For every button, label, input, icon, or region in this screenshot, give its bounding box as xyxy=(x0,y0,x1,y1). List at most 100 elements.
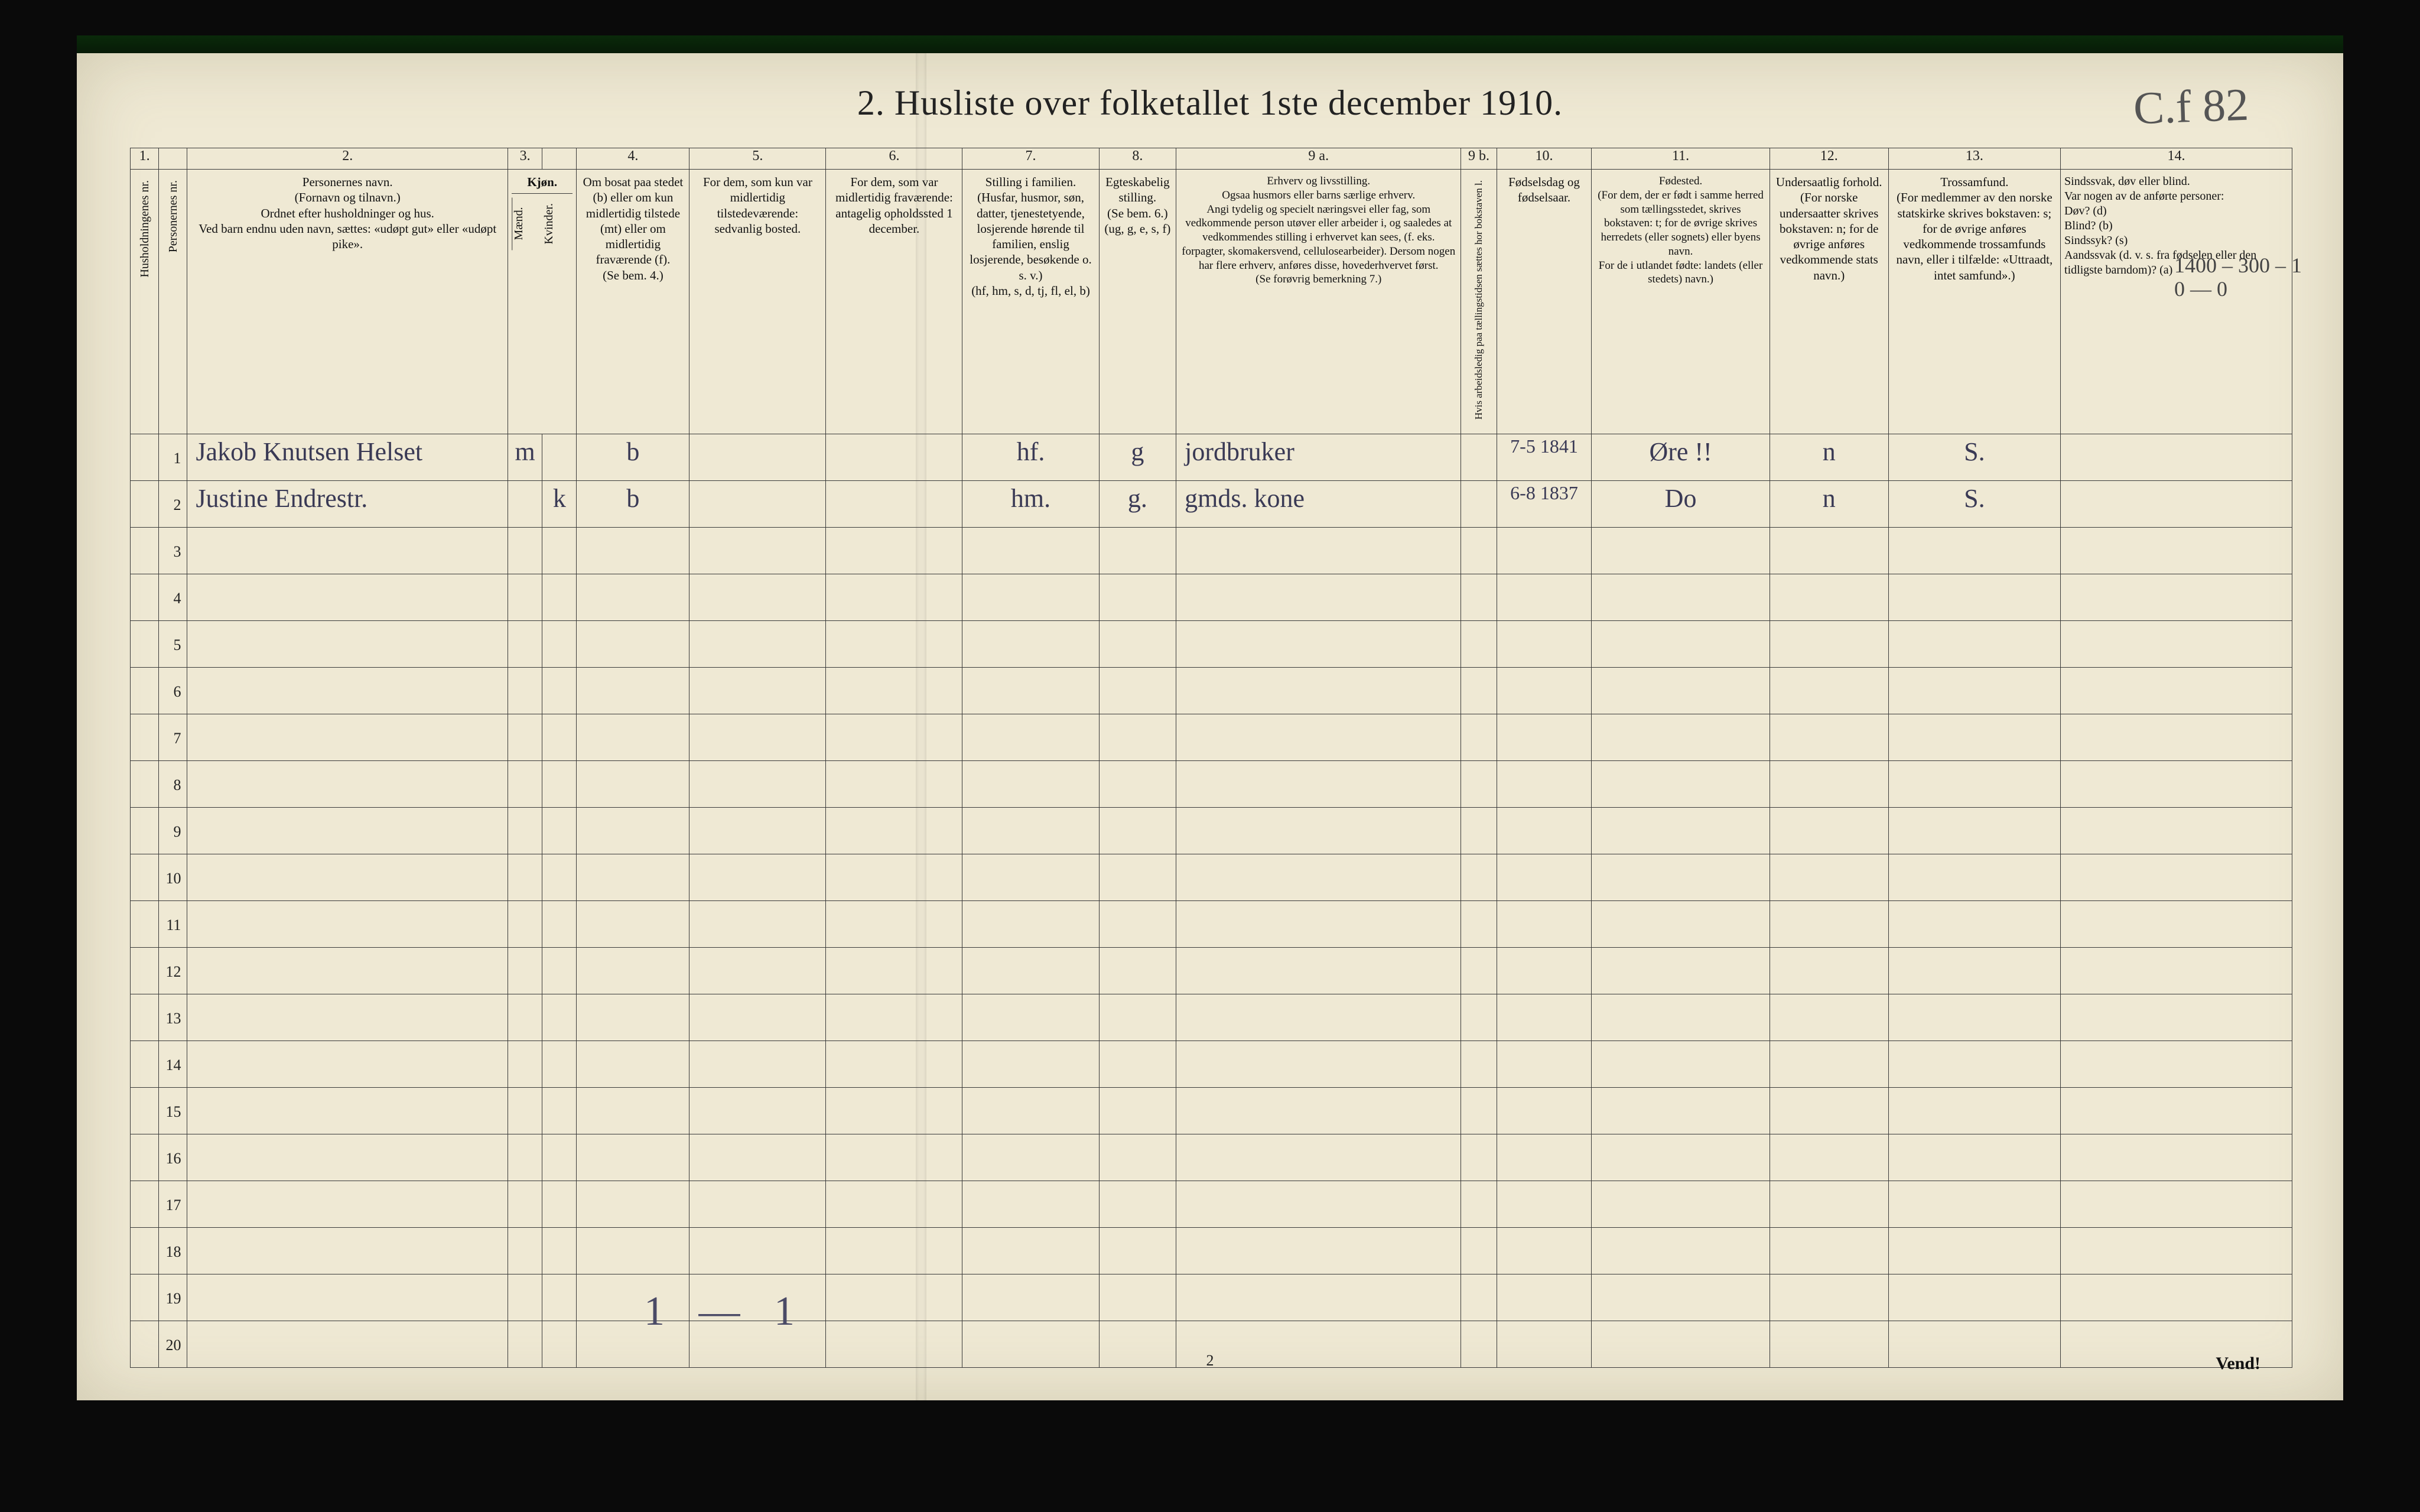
column-number xyxy=(542,148,577,170)
cell-c9a: gmds. kone xyxy=(1176,481,1461,528)
empty-cell xyxy=(1592,1228,1770,1274)
column-number: 8. xyxy=(1099,148,1176,170)
empty-cell xyxy=(962,528,1099,574)
row-number: 7 xyxy=(159,714,187,761)
cell-c14 xyxy=(2061,434,2292,481)
empty-cell xyxy=(1461,761,1497,808)
household-no xyxy=(131,714,159,761)
empty-cell xyxy=(577,528,689,574)
hdr-religion: Trossamfund. (For medlemmer av den norsk… xyxy=(1888,170,2060,434)
hdr-residence: Om bosat paa stedet (b) eller om kun mid… xyxy=(577,170,689,434)
empty-cell xyxy=(542,1274,577,1321)
empty-cell xyxy=(1888,1181,2060,1228)
empty-cell xyxy=(826,1274,962,1321)
cell-c9a: jordbruker xyxy=(1176,434,1461,481)
empty-cell xyxy=(962,994,1099,1041)
hdr-disability: Sindssvak, døv eller blind. Var nogen av… xyxy=(2061,170,2292,434)
empty-cell xyxy=(1461,1088,1497,1134)
empty-cell xyxy=(1176,854,1461,901)
empty-cell xyxy=(1461,994,1497,1041)
empty-cell xyxy=(1770,994,1888,1041)
household-no xyxy=(131,621,159,668)
empty-cell xyxy=(962,1134,1099,1181)
empty-cell xyxy=(1497,1274,1592,1321)
empty-cell xyxy=(1592,714,1770,761)
empty-cell xyxy=(2061,1181,2292,1228)
empty-cell xyxy=(1770,714,1888,761)
empty-cell xyxy=(1099,854,1176,901)
empty-cell xyxy=(1176,1134,1461,1181)
column-number: 4. xyxy=(577,148,689,170)
row-number: 5 xyxy=(159,621,187,668)
empty-cell xyxy=(689,574,826,621)
empty-cell xyxy=(1099,714,1176,761)
empty-cell xyxy=(508,1274,542,1321)
empty-cell xyxy=(1888,994,2060,1041)
empty-cell xyxy=(2061,1228,2292,1274)
empty-cell xyxy=(1461,901,1497,948)
hdr-male: Mænd. xyxy=(512,197,542,250)
empty-cell xyxy=(1770,1041,1888,1088)
table-row: 4 xyxy=(131,574,2292,621)
empty-cell xyxy=(1592,948,1770,994)
empty-cell xyxy=(2061,668,2292,714)
empty-cell xyxy=(689,948,826,994)
empty-cell xyxy=(1770,1228,1888,1274)
empty-cell xyxy=(689,1041,826,1088)
empty-cell xyxy=(577,901,689,948)
empty-cell xyxy=(1888,808,2060,854)
turn-page-label: Vend! xyxy=(2216,1354,2260,1374)
row-number: 2 xyxy=(159,481,187,528)
empty-cell xyxy=(1176,808,1461,854)
empty-cell xyxy=(2061,948,2292,994)
cell-sex_k: k xyxy=(542,481,577,528)
hdr-name: Personernes navn. (Fornavn og tilnavn.) … xyxy=(187,170,508,434)
empty-cell xyxy=(1888,1088,2060,1134)
census-table-wrap: 1.2.3.4.5.6.7.8.9 a.9 b.10.11.12.13.14. … xyxy=(130,148,2292,1368)
empty-cell xyxy=(1770,528,1888,574)
empty-cell xyxy=(689,1088,826,1134)
table-row: 14 xyxy=(131,1041,2292,1088)
hdr-temporary-absent: For dem, som var midlertidig fraværende:… xyxy=(826,170,962,434)
empty-cell xyxy=(1461,528,1497,574)
empty-cell xyxy=(1497,901,1592,948)
empty-cell xyxy=(1099,761,1176,808)
empty-cell xyxy=(577,994,689,1041)
cell-c10: 6-8 1837 xyxy=(1497,481,1592,528)
empty-cell xyxy=(187,668,508,714)
empty-cell xyxy=(2061,1274,2292,1321)
empty-cell xyxy=(962,1274,1099,1321)
empty-cell xyxy=(542,574,577,621)
empty-cell xyxy=(1176,901,1461,948)
empty-cell xyxy=(187,1134,508,1181)
empty-cell xyxy=(1176,714,1461,761)
empty-cell xyxy=(1888,761,2060,808)
empty-cell xyxy=(542,808,577,854)
scan-frame: C.f 82 2. Husliste over folketallet 1ste… xyxy=(0,0,2420,1512)
empty-cell xyxy=(826,1088,962,1134)
row-number: 3 xyxy=(159,528,187,574)
empty-cell xyxy=(826,994,962,1041)
empty-cell xyxy=(1461,574,1497,621)
empty-cell xyxy=(542,621,577,668)
empty-cell xyxy=(962,761,1099,808)
empty-cell xyxy=(542,1181,577,1228)
empty-cell xyxy=(1592,621,1770,668)
empty-cell xyxy=(508,528,542,574)
table-row: 3 xyxy=(131,528,2292,574)
cell-c12: n xyxy=(1770,434,1888,481)
empty-cell xyxy=(1888,714,2060,761)
row-number: 9 xyxy=(159,808,187,854)
empty-cell xyxy=(826,901,962,948)
household-no xyxy=(131,808,159,854)
empty-cell xyxy=(187,761,508,808)
empty-cell xyxy=(1592,528,1770,574)
table-row: 18 xyxy=(131,1228,2292,1274)
row-number: 4 xyxy=(159,574,187,621)
hdr-sex-label: Kjøn. xyxy=(512,174,573,194)
table-row: 5 xyxy=(131,621,2292,668)
empty-cell xyxy=(542,1041,577,1088)
empty-cell xyxy=(1888,948,2060,994)
empty-cell xyxy=(187,528,508,574)
row-number: 13 xyxy=(159,994,187,1041)
